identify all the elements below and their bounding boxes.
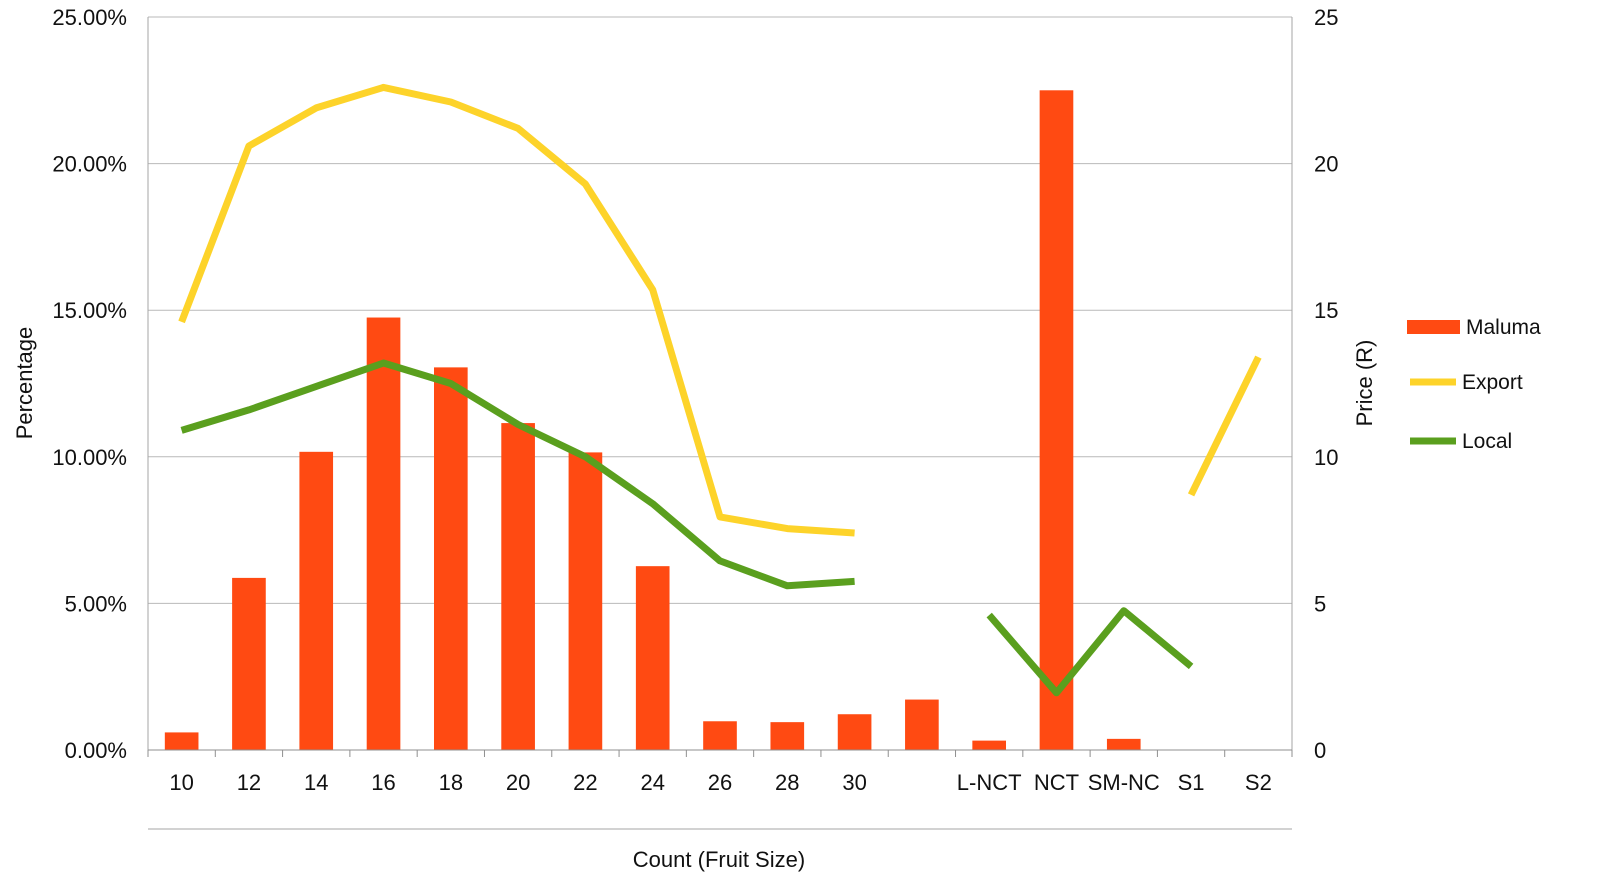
right-axis-ticks: 0 5 10 15 20 25 (1314, 5, 1338, 763)
legend-label-local: Local (1462, 430, 1512, 453)
y-axis-title: Percentage (12, 327, 37, 440)
y2-tick-label: 0 (1314, 738, 1326, 763)
bar-maluma (770, 722, 805, 750)
y-tick-label: 10.00% (52, 445, 127, 470)
bar-maluma (568, 452, 603, 750)
x-tick-label-line: 14 (304, 770, 328, 795)
bar-maluma (232, 577, 266, 750)
x-tick-label: 20 (506, 770, 530, 795)
x-axis-title: Count (Fruit Size) (633, 847, 805, 872)
x-tick-label-line: S2 (1245, 770, 1272, 795)
line-local (986, 607, 1194, 697)
x-tick-label-line: 30 (842, 770, 866, 795)
bar-maluma (299, 451, 334, 750)
y2-tick-label: 10 (1314, 445, 1338, 470)
x-tick-label: L-NCT (957, 770, 1022, 795)
x-tick-label: 26 (708, 770, 732, 795)
x-tick-label: SM-NC (1088, 770, 1160, 795)
legend-label-export: Export (1462, 371, 1523, 394)
price-lines (178, 83, 1262, 697)
legend: Maluma Export Local (1407, 316, 1541, 453)
bar-maluma (366, 317, 401, 750)
x-tick-label: 14 (304, 770, 328, 795)
x-tick-label: S2 (1245, 770, 1272, 795)
x-tick-label-line: 16 (371, 770, 395, 795)
y-tick-label: 15.00% (52, 298, 127, 323)
x-tick-label: 18 (439, 770, 463, 795)
x-tick-label-line: 28 (775, 770, 799, 795)
x-tick-label: 28 (775, 770, 799, 795)
line-local (180, 359, 855, 590)
y2-tick-label: 15 (1314, 298, 1338, 323)
legend-label-maluma: Maluma (1466, 316, 1541, 339)
y-tick-label: 20.00% (52, 152, 127, 177)
x-tick-label-line: 24 (640, 770, 664, 795)
bar-maluma (635, 566, 670, 750)
bar-maluma (837, 714, 872, 750)
y-tick-label: 25.00% (52, 5, 127, 30)
x-tick-label-line: S1 (1178, 770, 1205, 795)
bar-maluma (434, 367, 468, 750)
x-tick-label-line: L-NCT (957, 770, 1022, 795)
bar-maluma (972, 740, 1006, 750)
y2-tick-label: 5 (1314, 591, 1326, 616)
bar-maluma (905, 699, 939, 750)
legend-swatch-maluma (1407, 320, 1460, 334)
left-axis-ticks: 0.00% 5.00% 10.00% 15.00% 20.00% 25.00% (52, 5, 127, 763)
line-export (178, 83, 855, 537)
axes (147, 17, 1293, 830)
bar-maluma (1039, 90, 1074, 751)
x-tick-label: NCT (1034, 770, 1079, 795)
x-tick-label: 30 (842, 770, 866, 795)
bar-maluma (164, 732, 199, 750)
x-tick-label: 16 (371, 770, 395, 795)
x-tick-label: 22 (573, 770, 597, 795)
x-tick-label: 24 (640, 770, 664, 795)
y2-tick-label: 25 (1314, 5, 1338, 30)
x-tick-label: S1 (1178, 770, 1205, 795)
x-tick-label-line: 20 (506, 770, 530, 795)
x-tick-label-line: SM-NC (1088, 770, 1160, 795)
y2-axis-title: Price (R) (1352, 340, 1377, 427)
y-tick-label: 5.00% (65, 591, 127, 616)
bar-maluma (501, 423, 535, 750)
bar-maluma (703, 721, 737, 750)
x-tick-label: 12 (237, 770, 261, 795)
x-tick-label-line: 12 (237, 770, 261, 795)
x-tick-label-line: 26 (708, 770, 732, 795)
x-tick-label: 10 (169, 770, 193, 795)
x-axis-ticks: 10 12 14 16 18 20 22 24 26 28 30 L-NCT NCT SM-NC S1 S2 (169, 770, 1271, 795)
line-export (1187, 355, 1262, 497)
y2-tick-label: 20 (1314, 152, 1338, 177)
x-tick-label-line: 22 (573, 770, 597, 795)
maluma-bars (164, 90, 1141, 751)
bar-maluma (1106, 738, 1141, 750)
x-tick-label-line: 10 (169, 770, 193, 795)
y-tick-label: 0.00% (65, 738, 127, 763)
x-tick-label-line: 18 (439, 770, 463, 795)
x-tick-label-line: NCT (1034, 770, 1079, 795)
